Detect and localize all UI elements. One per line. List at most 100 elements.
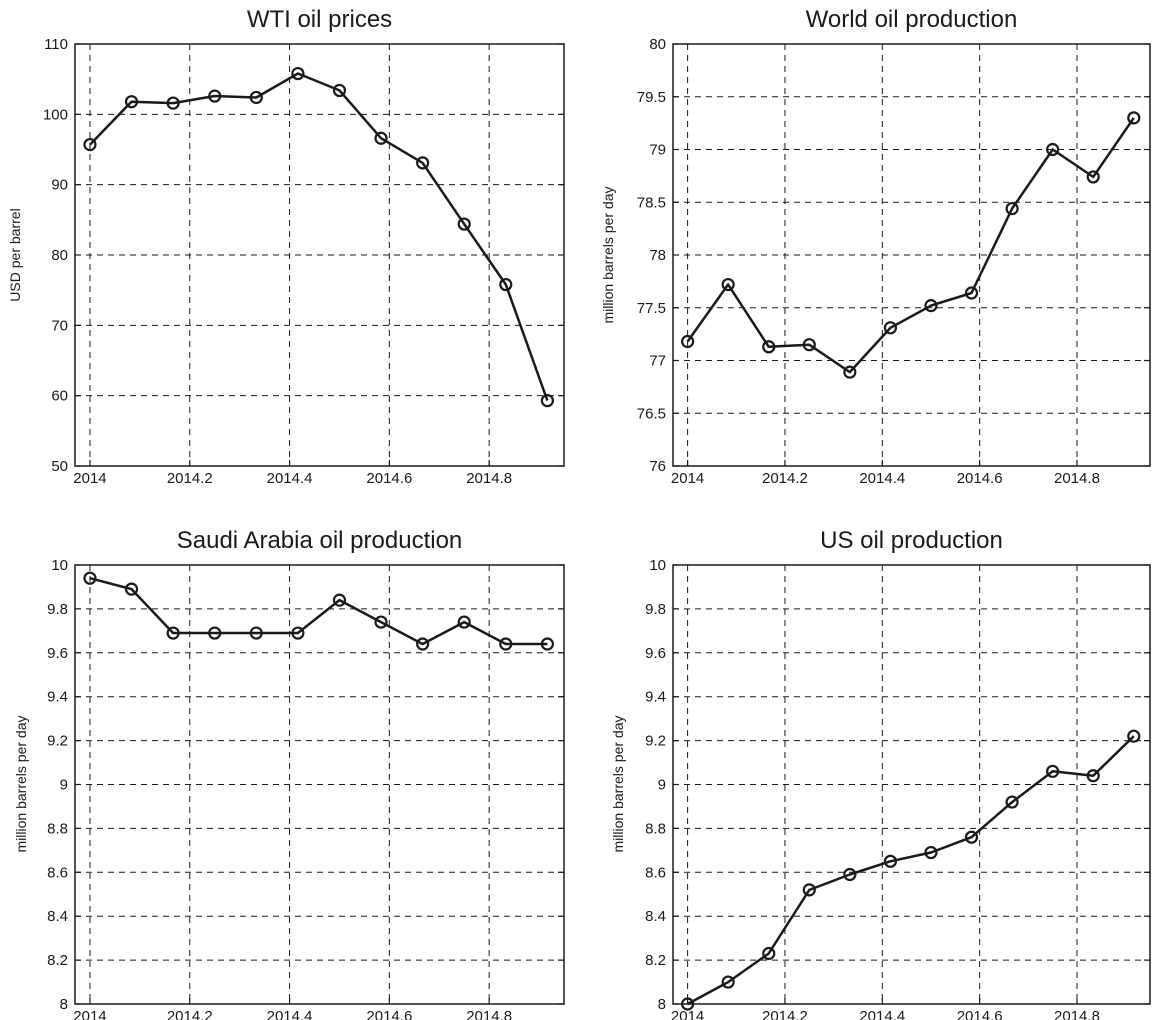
y-tick-label: 8.4 [47,908,68,925]
data-point [1127,729,1141,743]
y-tick-label: 9.4 [645,689,666,706]
data-point [1127,111,1141,125]
data-point [1005,201,1019,216]
x-tick-label: 2014.8 [1054,470,1100,487]
x-tick-label: 2014 [73,1008,106,1020]
data-point [124,582,139,596]
x-tick-label: 2014.8 [466,1008,512,1020]
y-tick-label: 8.2 [645,952,666,969]
y-tick-label: 50 [51,458,68,475]
plot-frame [672,564,1151,1005]
data-point [964,830,979,844]
plot-frame [672,43,1151,467]
data-point [499,277,513,292]
y-tick-label: 100 [43,106,68,123]
plot-frame [74,564,565,1005]
data-point [762,946,776,961]
data-point [457,217,471,231]
y-tick-label: 8 [60,996,68,1013]
x-tick-label: 2014.6 [366,470,412,487]
data-point [540,637,554,651]
y-tick-label: 9 [658,777,666,794]
x-tick-label: 2014.6 [957,1008,1003,1020]
chart-title: US oil production [820,527,1003,554]
y-tick-label: 10 [649,557,666,574]
plot-area: 76 76.5 77 77.5 78 78.5 79 79.5 80 2014 2014.2 2014… [637,36,1151,487]
data-point [499,637,513,651]
y-tick-label: 9.6 [645,645,666,662]
x-tick-label: 2014 [671,470,704,487]
plot-area: 8 8.2 8.4 8.6 8.8 9 9.2 9.4 9.6 9.8 10 2014 2014.2 20… [645,557,1151,1020]
x-tick-label: 2014.2 [167,470,213,487]
data-point [374,131,388,145]
data-point [762,340,776,354]
x-tick-label: 2014.4 [267,470,313,487]
x-tick-label: 2014.6 [366,1008,412,1020]
data-point [721,975,735,989]
data-point [924,845,938,860]
data-point [249,90,263,105]
x-tick-label: 2014.4 [859,1008,905,1020]
x-tick-label: 2014.2 [762,470,808,487]
data-point [802,338,816,352]
y-tick-label: 8.6 [645,864,666,881]
y-tick-label: 78 [649,247,666,264]
data-point [843,365,857,379]
y-tick-label: 80 [51,247,68,264]
data-point [124,95,139,109]
chart-saudi-arabia-oil-production: Saudi Arabia oil production million barr… [13,527,565,1020]
plot-frame [74,43,565,467]
x-tick-label: 2014.4 [859,470,905,487]
data-point [1046,142,1060,157]
y-axis-label: million barrels per day [600,187,616,324]
data-point [924,299,938,313]
chart-title: Saudi Arabia oil production [177,527,463,554]
data-point [374,615,388,629]
y-tick-label: 60 [51,388,68,405]
data-point [721,277,735,292]
y-tick-label: 9 [60,777,68,794]
data-point [883,854,898,868]
plot-area: 8 8.2 8.4 8.6 8.8 9 9.2 9.4 9.6 9.8 10 2014 2014.2 20… [47,557,565,1020]
data-point [1005,795,1019,809]
x-tick-label: 2014.2 [167,1008,213,1020]
x-tick-label: 2014.2 [762,1008,808,1020]
data-point [83,137,97,152]
series-line [686,117,1135,374]
chart-world-oil-production: World oil production million barrels per… [600,6,1151,487]
y-tick-label: 8.2 [47,952,68,969]
y-tick-label: 79.5 [637,89,666,106]
data-point [457,615,471,629]
data-point [681,997,695,1011]
x-tick-label: 2014.4 [267,1008,313,1020]
x-tick-label: 2014 [671,1008,704,1020]
y-tick-label: 110 [44,36,68,53]
y-tick-label: 9.8 [645,601,666,618]
y-tick-label: 9.2 [645,733,666,750]
y-axis-label: USD per barrel [7,208,23,301]
y-tick-label: 8.8 [645,820,666,837]
data-point [332,593,347,607]
y-axis-label: million barrels per day [13,716,29,853]
data-point [1046,764,1060,778]
y-tick-label: 8 [658,996,666,1013]
chart-us-oil-production: US oil production million barrels per da… [610,527,1151,1020]
series-line [89,576,548,646]
data-point [843,867,857,882]
data-point [291,66,305,81]
y-tick-label: 70 [51,317,68,334]
data-point [1086,170,1100,184]
y-tick-label: 8.8 [47,820,68,837]
data-point [883,321,898,335]
y-tick-label: 76.5 [637,405,666,422]
series-line [687,735,1135,1006]
y-tick-label: 8.6 [47,864,68,881]
y-tick-label: 8.4 [645,908,666,925]
y-tick-label: 90 [51,177,68,194]
data-point [166,626,180,640]
y-tick-label: 9.2 [47,733,68,750]
chart-title: World oil production [806,6,1018,33]
data-point [1086,769,1100,783]
data-point [208,89,222,103]
